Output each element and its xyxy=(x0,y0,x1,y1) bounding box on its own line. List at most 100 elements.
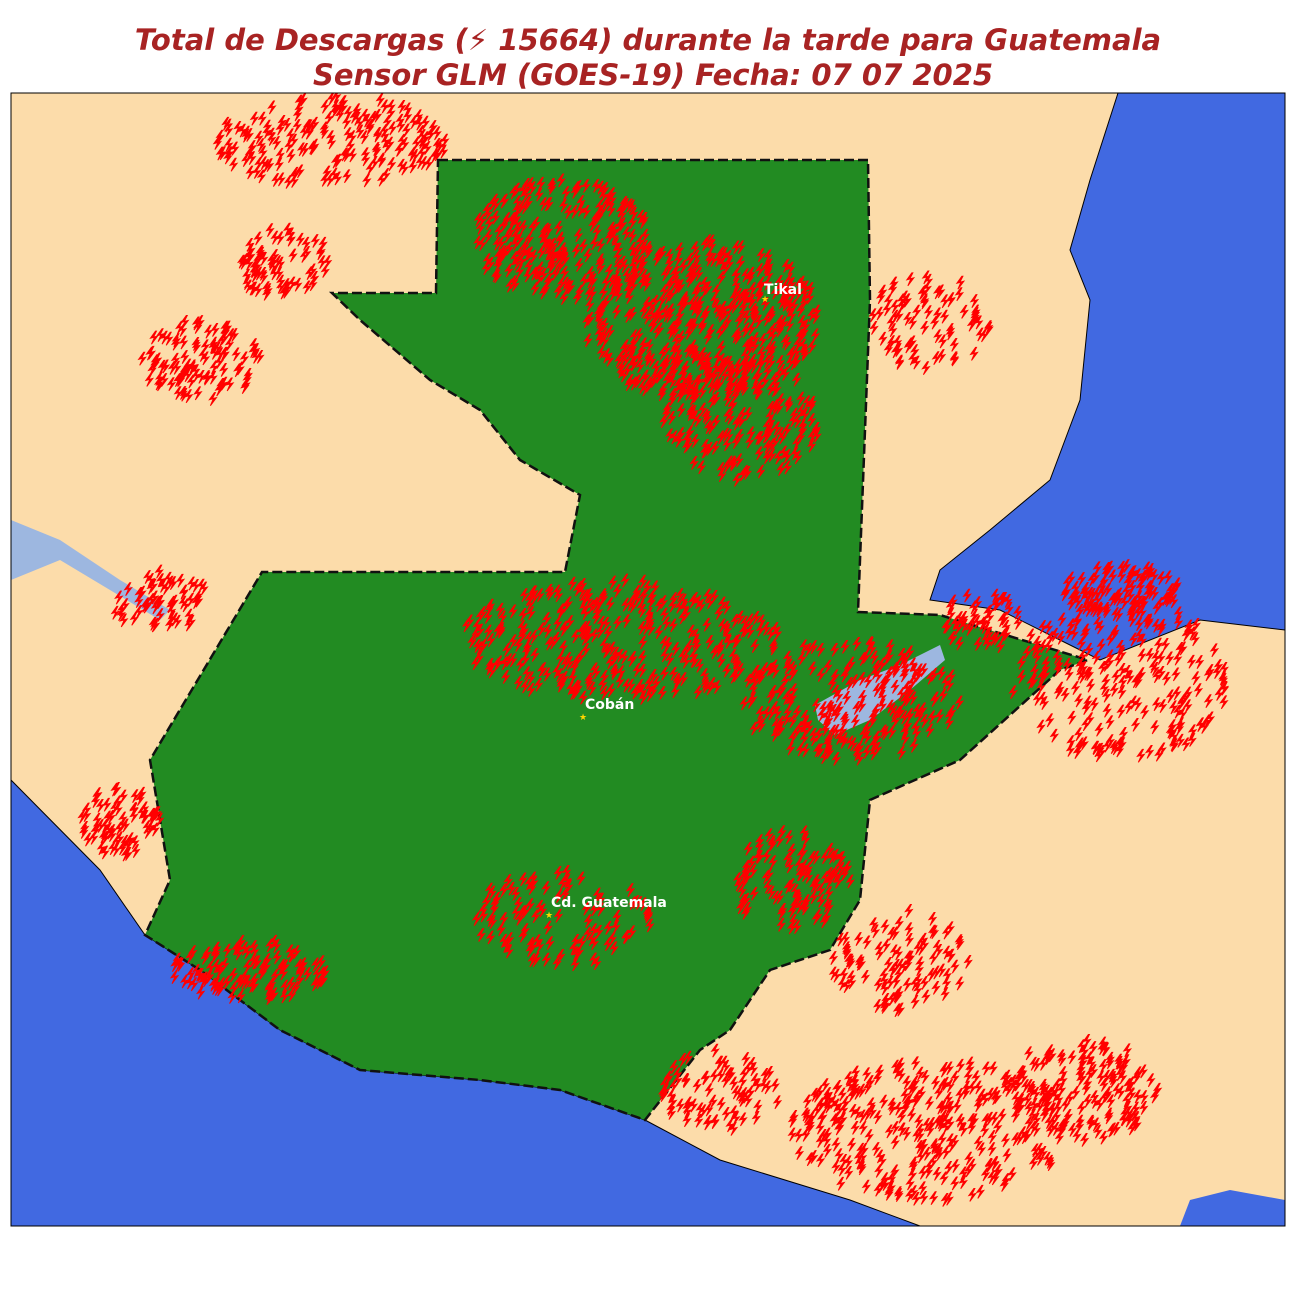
lightning xyxy=(301,236,311,251)
lightning xyxy=(241,128,251,143)
lightning xyxy=(919,1190,929,1205)
lightning xyxy=(1125,670,1135,685)
lightning xyxy=(1032,650,1043,664)
lightning xyxy=(781,449,792,464)
lightning xyxy=(659,666,670,681)
lightning xyxy=(371,144,382,158)
lightning xyxy=(856,956,867,971)
lightning xyxy=(154,564,164,579)
lightning xyxy=(220,346,230,361)
lightning xyxy=(580,606,591,621)
lightning xyxy=(665,652,675,667)
lightning xyxy=(742,901,753,916)
lightning xyxy=(796,404,806,418)
lightning xyxy=(690,592,700,606)
lightning xyxy=(754,286,764,301)
lightning xyxy=(1082,1033,1092,1048)
lightning xyxy=(510,229,521,243)
lightning xyxy=(622,267,632,282)
lightning xyxy=(954,636,965,651)
lightning xyxy=(541,612,552,627)
lightning xyxy=(958,1175,968,1190)
lightning xyxy=(585,311,595,326)
lightning xyxy=(904,1094,914,1108)
lightning xyxy=(146,819,156,834)
lightning xyxy=(112,782,122,796)
lightning xyxy=(565,615,575,630)
lightning xyxy=(684,318,695,333)
lightning xyxy=(998,628,1009,643)
lightning xyxy=(932,285,943,300)
lightning xyxy=(1125,589,1136,603)
lightning xyxy=(911,1191,921,1206)
lightning xyxy=(1093,1124,1103,1139)
lightning xyxy=(838,723,848,738)
lightning xyxy=(738,624,749,638)
lightning xyxy=(678,259,689,274)
lightning xyxy=(585,266,596,281)
lightning xyxy=(658,346,668,360)
lightning xyxy=(841,691,852,705)
lightning xyxy=(513,675,524,690)
lightning xyxy=(725,410,736,425)
lightning xyxy=(950,1176,960,1191)
lightning xyxy=(541,952,552,967)
lightning xyxy=(887,281,898,296)
lightning xyxy=(1195,718,1206,732)
lightning xyxy=(534,187,544,202)
lightning xyxy=(295,972,305,987)
lightning xyxy=(114,831,125,846)
lightning xyxy=(763,249,773,264)
lightning xyxy=(320,99,330,114)
lightning xyxy=(505,278,515,293)
lightning xyxy=(633,374,643,389)
lightning xyxy=(1132,1089,1143,1104)
lightning xyxy=(1024,1116,1034,1130)
lightning xyxy=(792,414,803,429)
lightning xyxy=(553,866,563,880)
lightning xyxy=(1091,1117,1101,1132)
lightning xyxy=(690,434,700,448)
lightning xyxy=(332,93,342,104)
lightning xyxy=(222,943,233,958)
lightning xyxy=(727,455,738,470)
lightning xyxy=(204,969,214,984)
lightning xyxy=(502,642,512,657)
lightning xyxy=(179,974,190,989)
lightning xyxy=(729,1076,739,1091)
lightning xyxy=(770,664,781,679)
lightning xyxy=(628,651,638,665)
lightning xyxy=(937,334,948,349)
lightning xyxy=(1149,720,1160,735)
lightning xyxy=(291,945,302,960)
lightning xyxy=(722,600,732,615)
lightning xyxy=(1105,649,1115,664)
lightning xyxy=(1116,704,1126,719)
lightning xyxy=(893,343,904,357)
lightning xyxy=(1079,1133,1090,1147)
lightning xyxy=(373,126,383,141)
lightning xyxy=(528,249,539,264)
lightning xyxy=(967,1158,977,1173)
lightning xyxy=(562,873,572,888)
lightning xyxy=(553,284,563,299)
lightning xyxy=(626,678,636,693)
lightning xyxy=(861,649,871,664)
lightning xyxy=(837,1162,847,1177)
lightning xyxy=(1119,595,1130,610)
lightning xyxy=(798,845,808,859)
lightning xyxy=(789,664,799,679)
lightning xyxy=(1060,1116,1070,1130)
lightning xyxy=(1121,559,1132,573)
lightning xyxy=(117,841,127,856)
lightning xyxy=(767,438,777,453)
lightning xyxy=(608,575,618,590)
lightning xyxy=(556,173,566,188)
lightning xyxy=(208,392,218,406)
lightning xyxy=(601,275,611,290)
lightning xyxy=(930,1076,941,1090)
lightning xyxy=(1008,685,1018,700)
lightning xyxy=(1151,618,1161,633)
lightning xyxy=(601,295,611,310)
lightning xyxy=(242,372,252,387)
